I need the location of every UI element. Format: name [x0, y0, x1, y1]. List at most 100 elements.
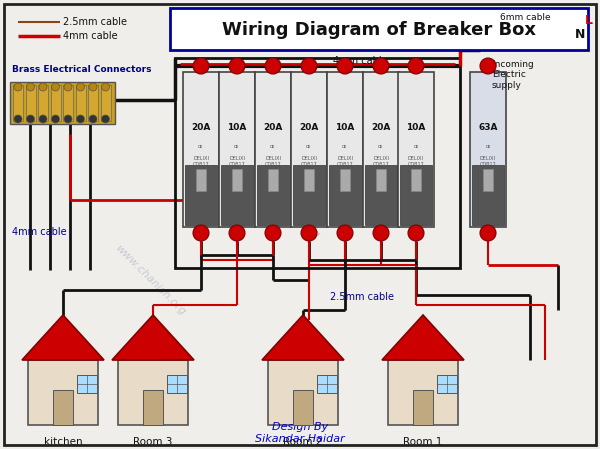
Polygon shape [382, 315, 464, 360]
Text: L: L [585, 13, 593, 26]
Text: 4mm cable: 4mm cable [63, 31, 118, 41]
Text: CE: CE [270, 145, 276, 149]
Bar [470, 72, 506, 227]
Text: N: N [575, 28, 586, 41]
Bar [317, 375, 337, 393]
Text: kitchen: kitchen [44, 437, 82, 447]
Text: Wiring Diagram of Breaker Box: Wiring Diagram of Breaker Box [222, 21, 536, 39]
Bar [25, 85, 35, 121]
Polygon shape [112, 315, 194, 360]
Bar [219, 72, 255, 227]
Text: CDB17: CDB17 [301, 162, 317, 167]
Circle shape [337, 58, 353, 74]
Bar [101, 85, 110, 121]
Circle shape [301, 58, 317, 74]
Bar [376, 169, 386, 191]
Circle shape [480, 225, 496, 241]
Ellipse shape [77, 115, 85, 123]
Bar [398, 72, 434, 227]
Text: 10A: 10A [227, 123, 247, 132]
Bar [293, 390, 313, 425]
Polygon shape [262, 315, 344, 360]
Bar [363, 72, 399, 227]
Bar [167, 375, 187, 393]
Circle shape [229, 58, 245, 74]
Bar [63, 85, 73, 121]
Bar [13, 85, 23, 121]
Bar [118, 360, 188, 425]
Bar [170, 8, 588, 50]
Ellipse shape [101, 115, 110, 123]
Text: Design By
Sikandar Haidar: Design By Sikandar Haidar [255, 422, 345, 444]
Text: CDB17: CDB17 [407, 162, 424, 167]
Text: Room 2: Room 2 [283, 437, 323, 447]
Text: DELIXI: DELIXI [408, 157, 424, 162]
Circle shape [301, 225, 317, 241]
Bar [483, 169, 493, 191]
Ellipse shape [26, 83, 35, 91]
Text: 20A: 20A [191, 123, 211, 132]
Text: CE: CE [413, 145, 419, 149]
Bar [268, 169, 278, 191]
Bar [53, 390, 73, 425]
Text: CE: CE [342, 145, 348, 149]
Text: 63A: 63A [478, 123, 498, 132]
Bar [221, 165, 253, 225]
Text: Room 1: Room 1 [403, 437, 443, 447]
Ellipse shape [89, 83, 97, 91]
Circle shape [229, 225, 245, 241]
Ellipse shape [39, 83, 47, 91]
Bar [413, 390, 433, 425]
Circle shape [265, 225, 281, 241]
Text: CDB17: CDB17 [373, 162, 389, 167]
Text: DELIXI: DELIXI [265, 157, 281, 162]
Circle shape [193, 58, 209, 74]
Text: DELIXI: DELIXI [373, 157, 389, 162]
Bar [143, 390, 163, 425]
Ellipse shape [14, 115, 22, 123]
Text: www.chanish.org: www.chanish.org [238, 158, 322, 242]
Circle shape [373, 58, 389, 74]
Text: CDB17: CDB17 [193, 162, 209, 167]
Ellipse shape [64, 83, 72, 91]
Ellipse shape [77, 83, 85, 91]
Ellipse shape [52, 115, 59, 123]
Text: DELIXI: DELIXI [480, 157, 496, 162]
Bar [255, 72, 291, 227]
Text: Room 3: Room 3 [133, 437, 173, 447]
Bar [175, 58, 460, 268]
Text: Brass Electrical Connectors: Brass Electrical Connectors [12, 65, 151, 74]
Bar [327, 72, 363, 227]
Text: 20A: 20A [263, 123, 283, 132]
Text: CE: CE [485, 145, 491, 149]
Bar [293, 165, 325, 225]
Bar [183, 72, 219, 227]
Text: DELIXI: DELIXI [229, 157, 245, 162]
Text: CDB17: CDB17 [229, 162, 245, 167]
Text: 2.5mm cable: 2.5mm cable [63, 17, 127, 27]
Text: CE: CE [306, 145, 312, 149]
Bar [304, 169, 314, 191]
Bar [38, 85, 48, 121]
Text: CE: CE [378, 145, 384, 149]
Bar [268, 360, 338, 425]
Polygon shape [22, 315, 104, 360]
Bar [77, 375, 97, 393]
Ellipse shape [14, 83, 22, 91]
Bar [28, 360, 98, 425]
Circle shape [480, 58, 496, 74]
Bar [257, 165, 289, 225]
Circle shape [408, 225, 424, 241]
Text: CE: CE [198, 145, 204, 149]
Ellipse shape [64, 115, 72, 123]
Bar [76, 85, 86, 121]
Circle shape [337, 225, 353, 241]
Bar [365, 165, 397, 225]
Bar [232, 169, 242, 191]
Text: 6mm cable: 6mm cable [500, 13, 551, 22]
Text: 2.5mm cable: 2.5mm cable [330, 292, 394, 302]
Bar [185, 165, 217, 225]
Bar [329, 165, 361, 225]
Text: 20A: 20A [371, 123, 391, 132]
Bar [291, 72, 327, 227]
